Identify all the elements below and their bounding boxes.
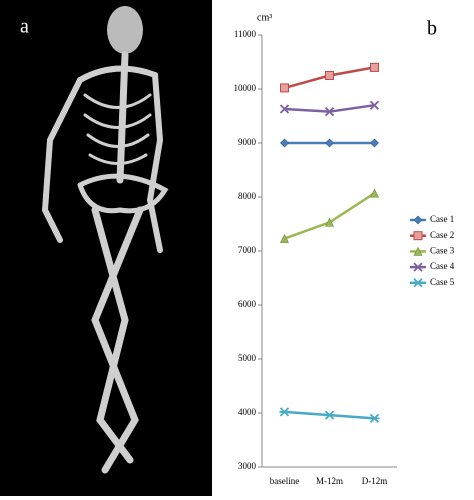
legend-marker [413, 215, 423, 225]
marker [370, 188, 379, 198]
legend-marker [413, 278, 423, 288]
legend-marker [413, 262, 423, 272]
y-tick-label: 7000 [238, 245, 257, 255]
marker [324, 107, 335, 117]
marker [369, 413, 380, 424]
legend-marker [413, 231, 423, 241]
series-line [284, 192, 376, 240]
marker [280, 138, 289, 148]
panel-label: a [20, 16, 29, 38]
y-tick-label: 11000 [234, 29, 257, 39]
marker [280, 233, 289, 243]
panel-label: b [427, 18, 437, 40]
x-tick-label: D-12m [362, 476, 388, 486]
y-tick-label: 5000 [238, 353, 257, 363]
marker [370, 138, 379, 148]
legend-marker [413, 246, 423, 256]
marker [279, 104, 290, 114]
marker [325, 138, 334, 148]
y-unit: cm³ [257, 12, 272, 23]
y-tick-label: 3000 [238, 461, 257, 471]
y-tick-label: 4000 [238, 407, 257, 417]
legend-label: Case 2 [430, 230, 454, 240]
legend-label: Case 3 [430, 245, 455, 255]
marker [370, 62, 379, 72]
skeleton-image [41, 6, 169, 474]
marker [279, 407, 290, 417]
legend-label: Case 5 [430, 277, 455, 287]
x-tick-label: baseline [270, 476, 300, 486]
marker [324, 410, 335, 420]
x-tick-label: M-12m [316, 476, 343, 486]
marker [369, 100, 380, 110]
marker [280, 83, 289, 93]
legend-label: Case 1 [430, 214, 454, 224]
y-tick-label: 9000 [238, 137, 257, 147]
marker [325, 217, 334, 227]
y-tick-label: 10000 [234, 83, 257, 93]
legend-label: Case 4 [430, 261, 455, 271]
y-tick-label: 6000 [238, 299, 257, 309]
y-tick-label: 8000 [238, 191, 257, 201]
marker [325, 71, 334, 80]
